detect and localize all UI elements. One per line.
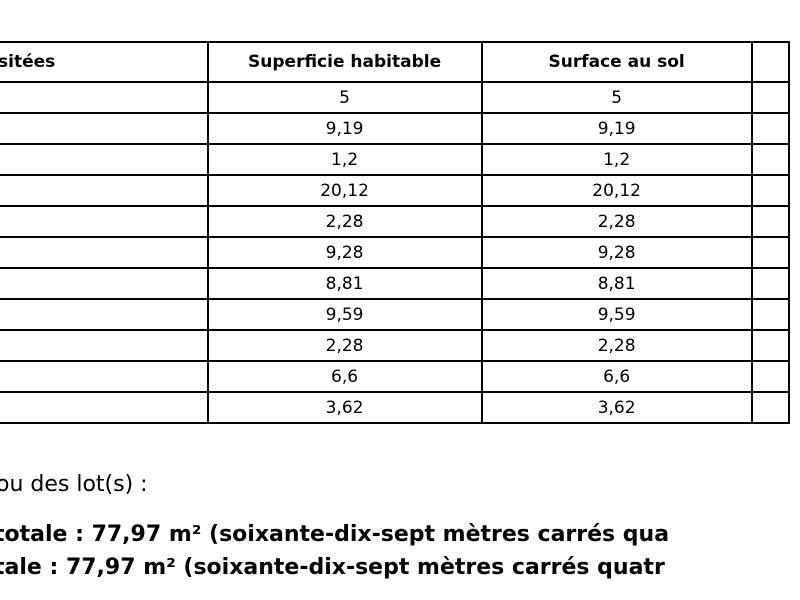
intro-text: ou des lot(s) : <box>0 472 148 497</box>
cell: 9,59 <box>480 298 753 331</box>
header-cell <box>750 41 791 83</box>
cell: 9,28 <box>206 236 483 269</box>
cell: 9,28 <box>480 236 753 269</box>
cell <box>0 81 209 114</box>
table-row: 1,2 1,2 <box>0 143 791 176</box>
cell: 8,81 <box>480 267 753 300</box>
cell <box>750 329 791 362</box>
cell: 6,6 <box>480 360 753 393</box>
cell: 5 <box>480 81 753 114</box>
cell: 2,28 <box>206 205 483 238</box>
cell <box>750 267 791 300</box>
cell <box>0 174 209 207</box>
cell: 8,81 <box>206 267 483 300</box>
cell: 6,6 <box>206 360 483 393</box>
table-row: 8,81 8,81 <box>0 267 791 300</box>
cell <box>0 143 209 176</box>
table-row: 9,59 9,59 <box>0 298 791 331</box>
cell: 9,59 <box>206 298 483 331</box>
header-cell: sitées <box>0 41 209 83</box>
table-row: 2,28 2,28 <box>0 329 791 362</box>
header-row: sitées Superficie habitable Surface au sol <box>0 41 791 83</box>
header-cell: Surface au sol <box>480 41 753 83</box>
cell <box>0 267 209 300</box>
cell <box>750 81 791 114</box>
cell <box>0 205 209 238</box>
header-cell: Superficie habitable <box>206 41 483 83</box>
cell: 20,12 <box>480 174 753 207</box>
cell: 9,19 <box>480 112 753 145</box>
cell: 2,28 <box>480 329 753 362</box>
cell: 1,2 <box>480 143 753 176</box>
table-row: 3,62 3,62 <box>0 391 791 424</box>
table-row: 9,28 9,28 <box>0 236 791 269</box>
area-table: sitées Superficie habitable Surface au sol… <box>0 41 791 424</box>
cell <box>0 329 209 362</box>
cell <box>0 236 209 269</box>
cell <box>0 391 209 424</box>
cell: 20,12 <box>206 174 483 207</box>
cell <box>750 298 791 331</box>
cell: 2,28 <box>480 205 753 238</box>
cell <box>750 174 791 207</box>
cell <box>0 360 209 393</box>
cell <box>0 298 209 331</box>
cell: 5 <box>206 81 483 114</box>
cell <box>750 360 791 393</box>
table-body: 5 5 9,19 9,19 1,2 1,2 20,12 20,12 2,28 2,28 9,28 9,… <box>0 81 791 424</box>
cell <box>750 143 791 176</box>
cell: 3,62 <box>480 391 753 424</box>
cell: 9,19 <box>206 112 483 145</box>
cell <box>0 112 209 145</box>
cell: 3,62 <box>206 391 483 424</box>
table-row: 20,12 20,12 <box>0 174 791 207</box>
table-row: 9,19 9,19 <box>0 112 791 145</box>
cell <box>750 112 791 145</box>
total-line: tale : 77,97 m² (soixante-dix-sept mètre… <box>0 555 665 580</box>
cell <box>750 205 791 238</box>
table-row: 6,6 6,6 <box>0 360 791 393</box>
cell: 1,2 <box>206 143 483 176</box>
total-line: totale : 77,97 m² (soixante-dix-sept mèt… <box>0 522 670 547</box>
cell <box>750 236 791 269</box>
table-row: 2,28 2,28 <box>0 205 791 238</box>
cell: 2,28 <box>206 329 483 362</box>
cell <box>750 391 791 424</box>
